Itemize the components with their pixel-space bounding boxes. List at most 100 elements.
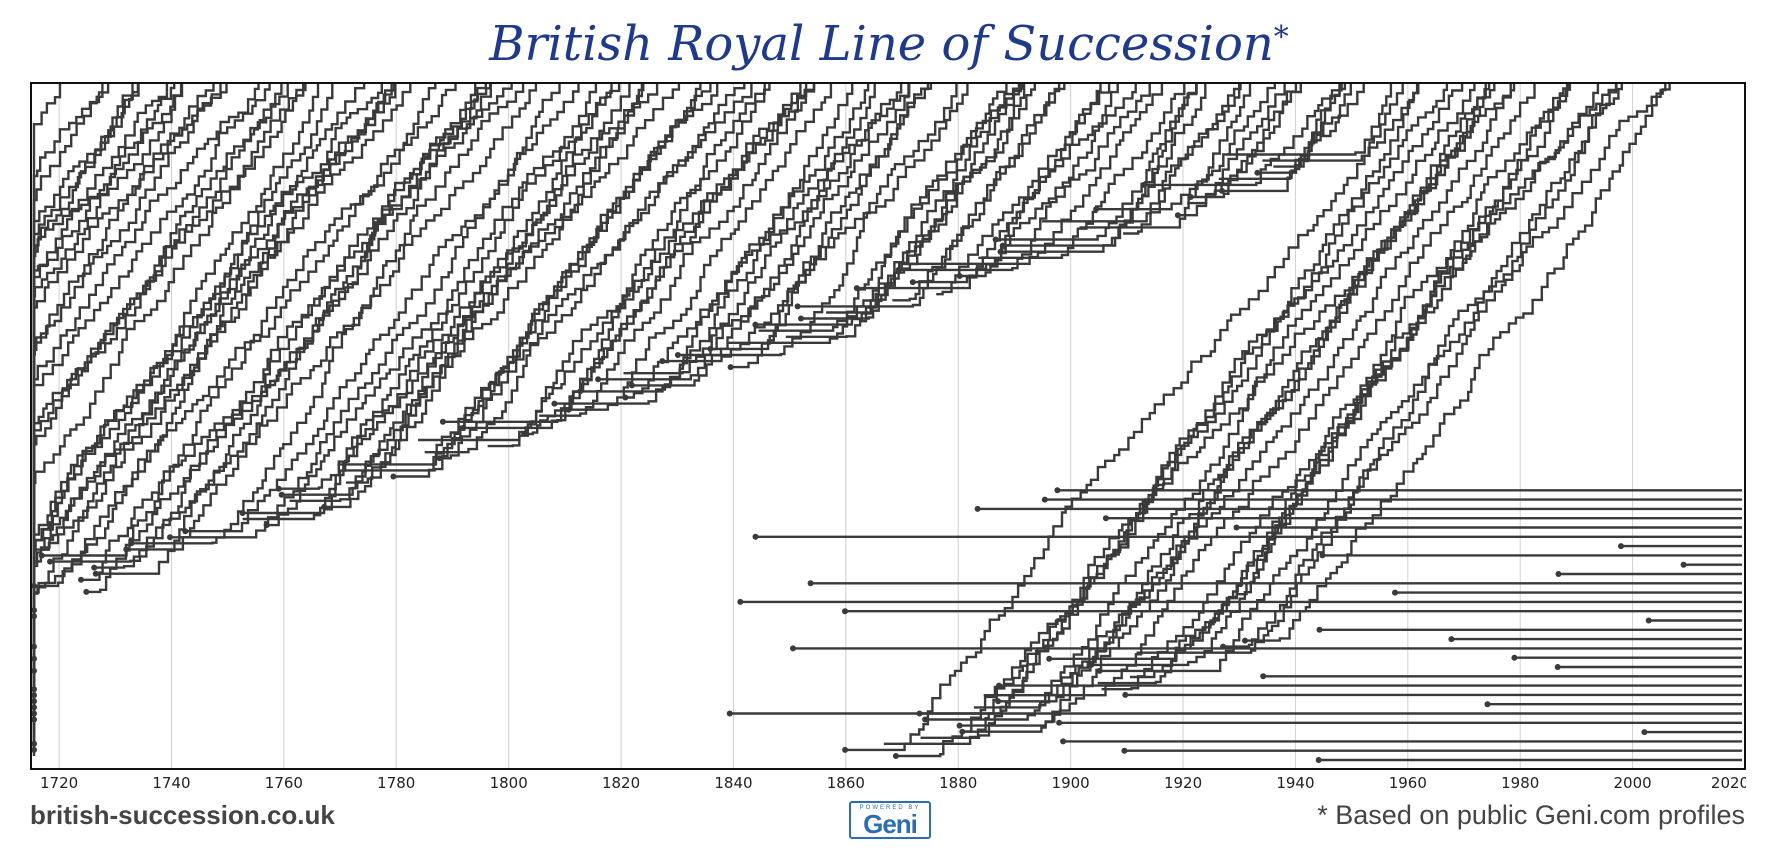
event-dot: [436, 455, 443, 462]
succession-line: [785, 84, 1021, 338]
event-dot: [31, 667, 37, 674]
succession-line: [126, 84, 525, 551]
succession-line: [170, 84, 580, 539]
succession-line: [1096, 84, 1276, 211]
x-tick-label: 1720: [40, 774, 78, 792]
succession-line: [32, 84, 215, 690]
succession-line: [1245, 84, 1671, 642]
succession-line: [185, 84, 561, 533]
succession-line: [278, 84, 659, 490]
x-tick-label: 1840: [714, 774, 752, 792]
event-dots: [31, 169, 1687, 763]
succession-line: [623, 84, 903, 375]
succession-line: [936, 84, 1111, 296]
succession-line: [758, 84, 1024, 332]
event-dot: [92, 570, 99, 577]
succession-line: [892, 84, 1066, 302]
succession-line: [463, 84, 802, 430]
x-tick-label: 1820: [602, 774, 640, 792]
event-dot: [1220, 643, 1227, 650]
event-dot: [31, 686, 37, 693]
succession-line: [568, 84, 833, 411]
logo-small-text: POWERED BY: [859, 805, 921, 811]
event-dot: [999, 242, 1006, 249]
event-dot: [726, 710, 733, 717]
event-dot: [1219, 187, 1225, 194]
event-dot: [263, 522, 270, 529]
succession-line: [34, 84, 437, 588]
event-dot: [1555, 571, 1562, 577]
succession-line: [598, 84, 911, 381]
succession-line: [902, 84, 1164, 265]
succession-line: [281, 84, 644, 496]
chart-title: British Royal Line of Succession*: [489, 16, 1289, 72]
event-dot: [1392, 589, 1398, 596]
event-dot: [956, 722, 963, 729]
succession-line: [32, 84, 383, 623]
succession-line: [94, 84, 492, 569]
succession-line: [973, 84, 1512, 709]
event-dot: [997, 248, 1004, 255]
succession-line: [1099, 84, 1618, 673]
succession-line: [266, 84, 598, 527]
event-dot: [790, 645, 796, 652]
succession-line: [1079, 84, 1252, 229]
event-dot: [1554, 664, 1561, 670]
event-dot: [460, 424, 467, 431]
footnote: * Based on public Geni.com profiles: [1317, 800, 1745, 830]
succession-line: [925, 84, 1476, 721]
succession-line: [1123, 84, 1242, 235]
event-dot: [737, 598, 744, 605]
event-dot: [275, 485, 282, 492]
succession-line: [662, 84, 930, 363]
event-dot: [752, 321, 759, 328]
x-tick-label: 1800: [490, 774, 528, 792]
event-dot: [1254, 169, 1261, 176]
event-dot: [622, 394, 629, 401]
succession-line: [324, 84, 645, 509]
event-dot: [78, 576, 84, 583]
succession-line: [442, 84, 816, 423]
event-dot: [239, 510, 246, 516]
x-tick-label: 1780: [377, 774, 415, 792]
event-dot: [1122, 691, 1129, 698]
x-tick-label: 1860: [827, 774, 865, 792]
event-dot: [31, 655, 37, 662]
event-dot: [91, 564, 98, 571]
event-dot: [674, 352, 681, 358]
event-dot: [38, 552, 45, 559]
succession-line: [487, 84, 766, 448]
event-dot: [1641, 729, 1648, 736]
event-dot: [321, 503, 328, 510]
event-dot: [794, 303, 801, 310]
event-dot: [31, 698, 37, 705]
plot-frame: [30, 82, 1746, 770]
succession-line: [32, 84, 334, 635]
event-dot: [31, 692, 37, 699]
event-dot: [551, 400, 558, 407]
geni-logo[interactable]: POWERED BY Geni: [849, 801, 931, 839]
succession-line: [1226, 84, 1393, 156]
event-dot: [1233, 524, 1240, 531]
event-dot: [182, 528, 189, 535]
succession-line: [920, 84, 1464, 739]
site-name[interactable]: british-succession.co.uk: [30, 800, 335, 830]
x-tick-label: 1940: [1276, 774, 1314, 792]
x-tick-label: 1920: [1164, 774, 1202, 792]
succession-line: [677, 84, 969, 357]
event-dot: [31, 613, 37, 620]
event-dot: [31, 710, 37, 717]
succession-line: [346, 84, 681, 484]
event-dot: [922, 716, 929, 723]
event-dot: [1316, 626, 1323, 633]
event-dot: [31, 740, 37, 747]
event-dot: [853, 285, 860, 292]
succession-line: [797, 84, 1061, 308]
x-tick-label: 2000: [1614, 774, 1652, 792]
x-axis-ticks: 1720 1740 1760 1780 1800 1820 1840 1860 1880 1900…: [40, 774, 1746, 792]
succession-line: [983, 84, 1536, 697]
succession-line: [1262, 84, 1404, 162]
succession-line: [289, 84, 631, 502]
succession-line: [1049, 84, 1618, 660]
event-dot: [992, 236, 999, 243]
